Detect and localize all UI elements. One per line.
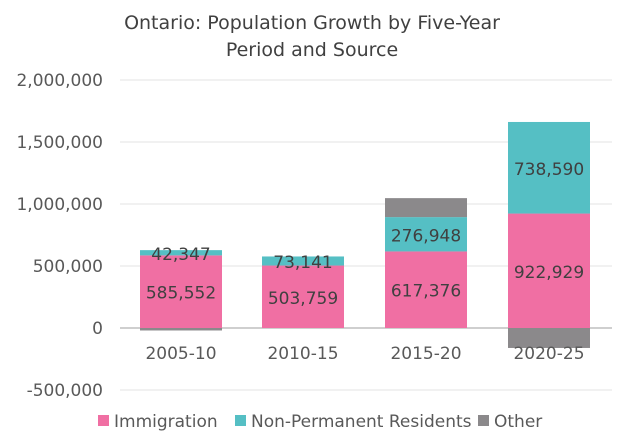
bar-immigration [385,251,467,328]
data-label: 922,929 [514,263,584,283]
y-tick-label: 1,500,000 [16,133,103,153]
y-tick-label: 1,000,000 [16,195,103,215]
data-label: 738,590 [514,160,584,180]
bar-other [508,328,590,348]
bar-non-permanent-residents [262,256,344,266]
legend-swatch [235,415,246,426]
bar-non-permanent-residents [385,217,467,252]
y-tick-label: 2,000,000 [16,71,103,91]
legend-swatch [98,415,109,426]
data-label: 617,376 [391,282,461,302]
chart-title-line-1: Ontario: Population Growth by Five-Year [124,12,500,34]
data-label: 585,552 [146,284,216,304]
data-label: 73,141 [273,253,332,273]
x-tick-label: 2015-20 [390,344,461,364]
bar-non-permanent-residents [140,250,222,256]
data-label: 503,759 [268,289,338,309]
legend-swatch [478,415,489,426]
bar-other [140,328,222,331]
legend-label: Immigration [114,412,218,432]
data-label: 276,948 [391,226,461,246]
data-label: 42,347 [151,245,210,265]
bar-immigration [508,213,590,328]
bar-other [385,198,467,218]
chart-title-line-2: Period and Source [226,39,398,61]
y-tick-label: 0 [92,319,103,339]
x-tick-label: 2020-25 [513,344,584,364]
legend-label: Other [494,412,542,432]
x-tick-label: 2010-15 [267,344,338,364]
bar-immigration [262,265,344,328]
x-tick-label: 2005-10 [145,344,216,364]
bar-non-permanent-residents [508,121,590,214]
y-tick-label: -500,000 [27,381,103,401]
legend-label: Non-Permanent Residents [251,412,472,432]
y-tick-label: 500,000 [33,257,103,277]
bar-immigration [140,255,222,328]
